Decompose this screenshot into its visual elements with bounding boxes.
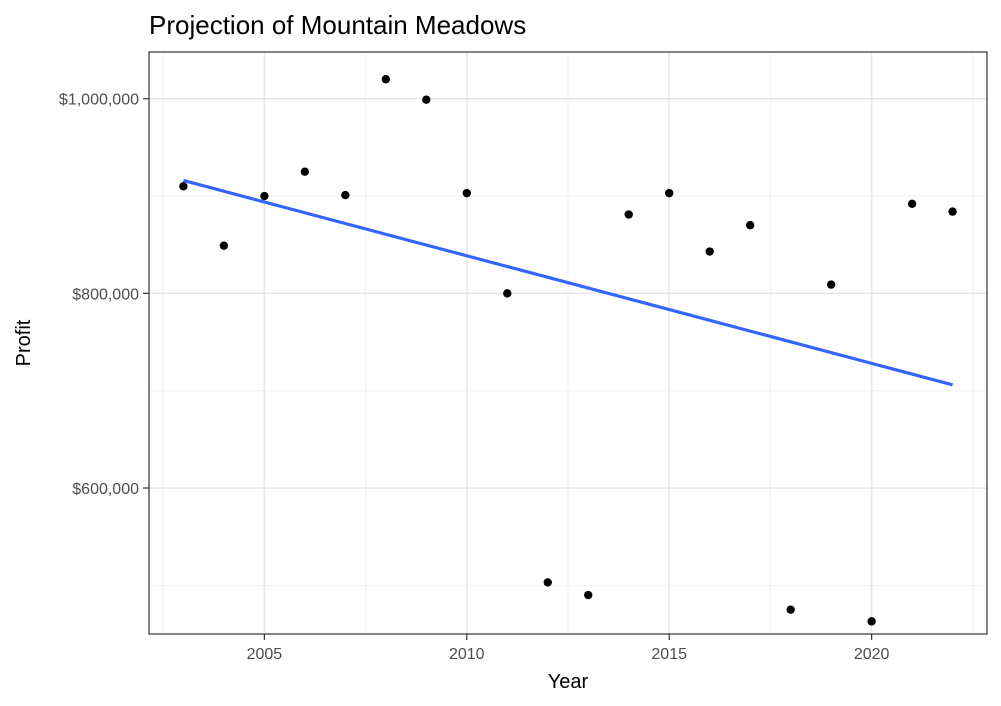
data-point-2015 (665, 188, 674, 198)
data-point-2013 (584, 590, 593, 600)
y-axis: $600,000 $800,000 $1,000,000 (59, 92, 149, 498)
x-tick-label-1: 2010 (449, 646, 485, 663)
x-tick-label-2: 2015 (651, 646, 687, 663)
x-axis: 2005 2010 2015 2020 (247, 634, 890, 663)
trend-line (182, 178, 954, 387)
data-points (179, 75, 957, 626)
data-point-2006 (300, 167, 310, 176)
data-point-2007 (341, 190, 350, 200)
x-axis-title: Year (548, 671, 589, 693)
data-point-2019 (826, 280, 836, 289)
data-point-2005 (260, 191, 269, 201)
chart-title: Projection of Mountain Meadows (149, 10, 526, 40)
data-point-2008 (381, 75, 391, 84)
plot-border (148, 51, 988, 635)
trend-line-group (182, 178, 954, 387)
data-point-2010 (462, 188, 471, 198)
data-point-2020 (867, 617, 876, 626)
data-point-2022 (948, 207, 957, 216)
data-point-2009 (422, 95, 431, 104)
gridlines (149, 52, 987, 634)
y-tick-label-1: $800,000 (72, 286, 139, 303)
data-point-2017 (745, 221, 755, 230)
y-tick-label-0: $600,000 (72, 481, 139, 498)
x-tick-label-3: 2020 (854, 646, 890, 663)
data-point-2012 (543, 578, 552, 587)
y-axis-title: Profit (13, 319, 35, 366)
y-tick-label-2: $1,000,000 (59, 92, 139, 109)
data-point-2021 (907, 199, 917, 209)
data-point-2004 (219, 241, 229, 250)
data-point-2018 (786, 605, 795, 614)
x-tick-label-0: 2005 (247, 646, 283, 663)
data-point-2016 (705, 247, 714, 256)
data-point-2003 (179, 182, 188, 191)
data-point-2011 (503, 289, 512, 298)
data-point-2014 (624, 210, 633, 219)
